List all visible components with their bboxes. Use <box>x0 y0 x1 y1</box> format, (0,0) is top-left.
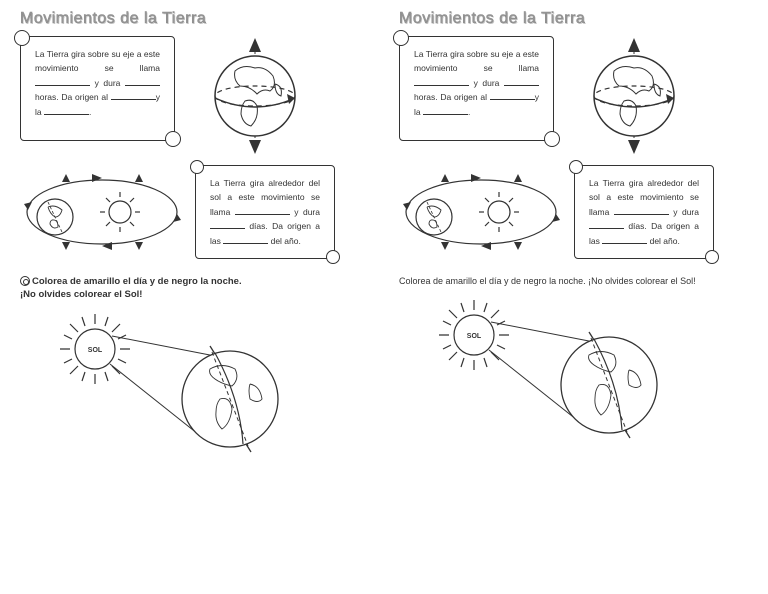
row-rotation-r: La Tierra gira sobre su eje a este movim… <box>399 36 748 156</box>
svg-text:SOL: SOL <box>88 347 103 354</box>
page-title-r: Movimientos de la Tierra <box>399 10 748 28</box>
orbit-diagram-r <box>399 162 564 262</box>
worksheet-left: Movimientos de la Tierra La Tierra gira … <box>20 10 369 584</box>
page-title: Movimientos de la Tierra <box>20 10 369 28</box>
orbit-diagram <box>20 162 185 262</box>
scroll-rotation-text: La Tierra gira sobre su eje a este movim… <box>20 36 175 141</box>
globe-rotation-diagram <box>185 36 325 156</box>
instruction-line1: Colorea de amarillo el día y de negro la… <box>20 276 369 287</box>
instruction-text-1: Colorea de amarillo el día y de negro la… <box>32 276 242 287</box>
scroll-translation-text: La Tierra gira alrededor del sol a este … <box>195 165 335 259</box>
row-translation: La Tierra gira alrededor del sol a este … <box>20 162 369 262</box>
worksheet-right: Movimientos de la Tierra La Tierra gira … <box>399 10 748 584</box>
instruction-line2: ¡No olvides colorear el Sol! <box>20 289 369 300</box>
globe-rotation-diagram-r <box>564 36 704 156</box>
scroll-rotation-text-r: La Tierra gira sobre su eje a este movim… <box>399 36 554 141</box>
row-translation-r: La Tierra gira alrededor del sol a este … <box>399 162 748 262</box>
sun-icon: SOL <box>60 314 130 384</box>
svg-text:SOL: SOL <box>467 333 482 340</box>
instruction-combined: Colorea de amarillo el día y de negro la… <box>399 276 748 286</box>
sun-earth-diagram-r: SOL <box>419 290 679 440</box>
row-rotation: La Tierra gira sobre su eje a este movim… <box>20 36 369 156</box>
bullet-icon <box>20 276 30 286</box>
sun-earth-diagram: SOL <box>40 304 300 454</box>
scroll-translation-text-r: La Tierra gira alrededor del sol a este … <box>574 165 714 259</box>
